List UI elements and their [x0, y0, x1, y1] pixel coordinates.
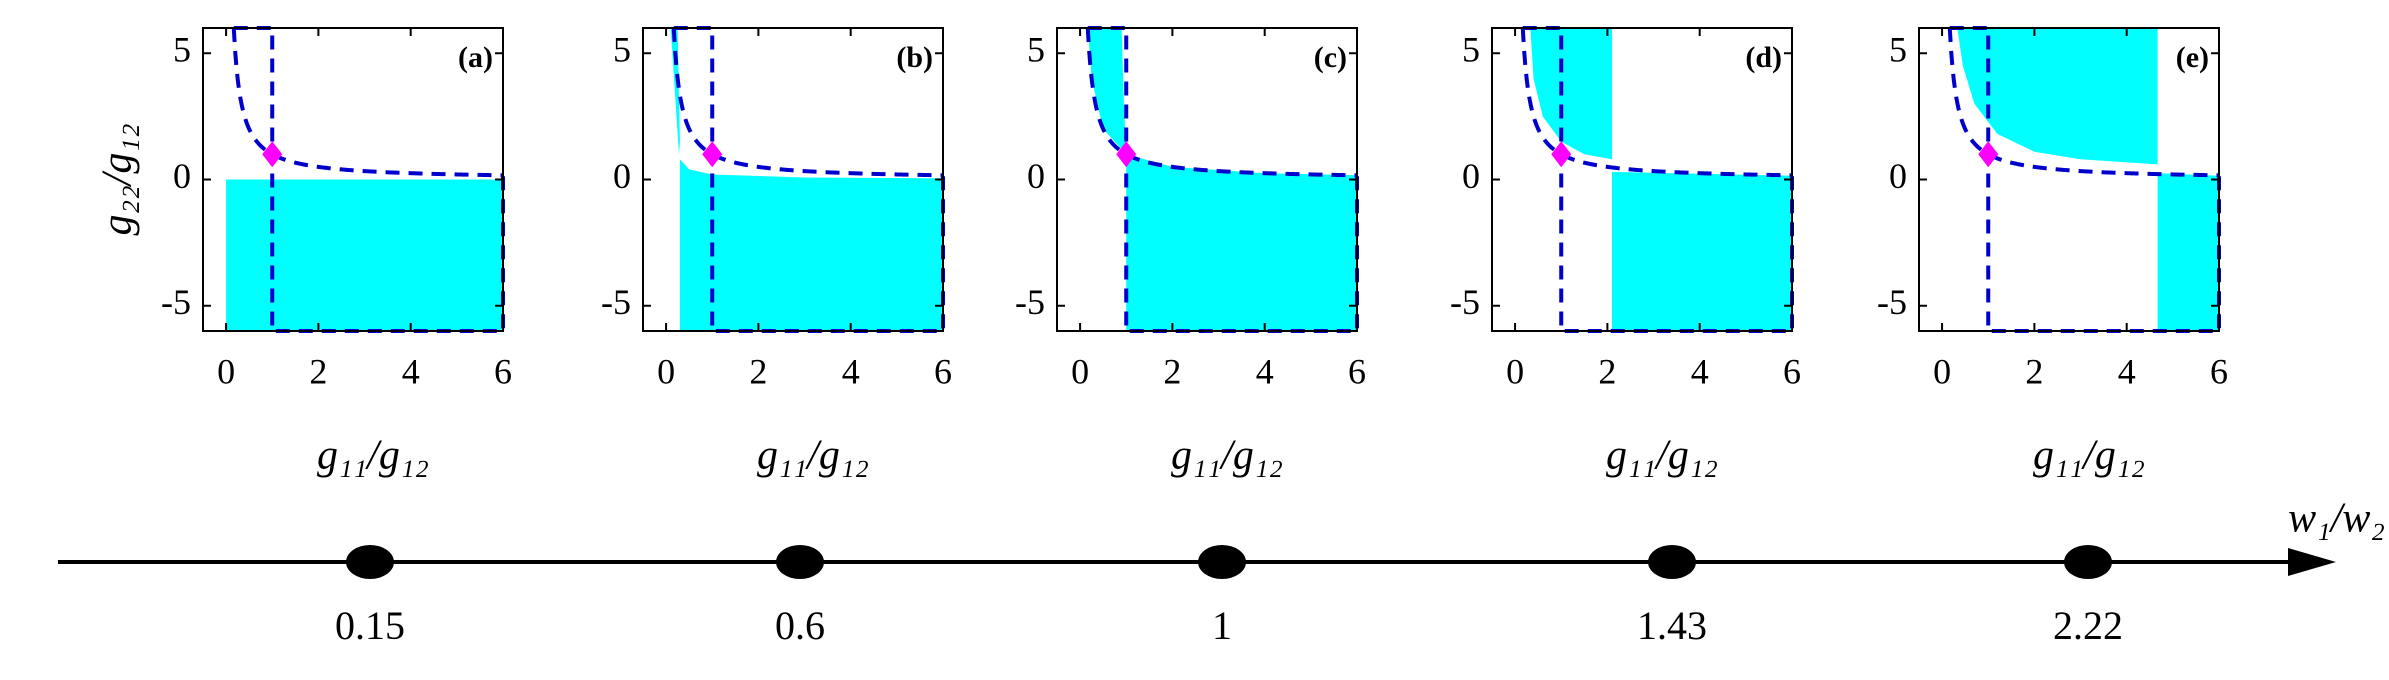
- y-tick-label: -5: [1015, 282, 1045, 322]
- x-tick-label: 6: [1783, 351, 1801, 391]
- region: [1087, 28, 1127, 155]
- panel: 0 2 4 6 -5 0 5 (e) g₁₁/g₁₂: [1877, 26, 2228, 479]
- x-axis-label: g₁₁/g₁₂: [2033, 433, 2145, 479]
- y-tick-label: -5: [161, 282, 191, 322]
- region: [1530, 28, 1612, 160]
- x-tick-label: 2: [2025, 351, 2043, 391]
- x-tick-label: 2: [1163, 351, 1181, 391]
- x-tick-label: 0: [217, 351, 235, 391]
- parameter-marker: [776, 545, 824, 579]
- panel: 0 2 4 6 -5 0 5 (c) g₁₁/g₁₂: [1015, 26, 1366, 479]
- parameter-label: 1.43: [1637, 603, 1707, 648]
- x-tick-label: 4: [1691, 351, 1709, 391]
- x-tick-label: 0: [1933, 351, 1951, 391]
- panel: 0 2 4 6 -5 0 5 (b) g₁₁/g₁₂: [601, 26, 952, 479]
- region: [226, 179, 504, 331]
- x-tick-label: 6: [1348, 351, 1366, 391]
- y-tick-label: 0: [173, 156, 191, 196]
- parameter-label: 0.15: [335, 603, 405, 648]
- panel: 0 2 4 6 -5 0 5 (a) g₁₁/g₁₂ g₂₂/g₁₂: [95, 26, 512, 479]
- point: [702, 141, 723, 168]
- y-tick-label: -5: [1450, 282, 1480, 322]
- parameter-marker: [1198, 545, 1246, 579]
- x-tick-label: 2: [1598, 351, 1616, 391]
- y-tick-label: 5: [1027, 30, 1045, 70]
- x-tick-label: 0: [657, 351, 675, 391]
- y-tick-label: -5: [1877, 282, 1907, 322]
- region: [679, 159, 943, 331]
- x-tick-label: 6: [494, 351, 512, 391]
- y-tick-label: 0: [1027, 156, 1045, 196]
- y-axis-label: g₂₂/g₁₂: [95, 123, 141, 235]
- region: [670, 28, 680, 155]
- parameter-marker: [346, 545, 394, 579]
- x-tick-label: 6: [934, 351, 952, 391]
- x-tick-label: 0: [1071, 351, 1089, 391]
- x-tick-label: 4: [2118, 351, 2136, 391]
- y-tick-label: 5: [613, 30, 631, 70]
- parameter-axis-label: w₁/w₂: [2288, 496, 2385, 542]
- parameter-marker: [1648, 545, 1696, 579]
- y-tick-label: 0: [1889, 156, 1907, 196]
- panel-label: (a): [458, 41, 493, 74]
- x-tick-label: 4: [402, 351, 420, 391]
- y-tick-label: 0: [1462, 156, 1480, 196]
- x-tick-label: 2: [749, 351, 767, 391]
- x-axis-label: g₁₁/g₁₂: [317, 433, 429, 479]
- x-tick-label: 4: [842, 351, 860, 391]
- x-tick-label: 2: [309, 351, 327, 391]
- point: [1978, 141, 1999, 168]
- parameter-label: 2.22: [2053, 603, 2123, 648]
- x-axis-label: g₁₁/g₁₂: [1606, 433, 1718, 479]
- region: [2157, 173, 2219, 331]
- parameter-label: 0.6: [775, 603, 825, 648]
- y-tick-label: 0: [613, 156, 631, 196]
- x-tick-label: 0: [1506, 351, 1524, 391]
- y-tick-label: -5: [601, 282, 631, 322]
- x-axis-label: g₁₁/g₁₂: [1171, 433, 1283, 479]
- x-tick-label: 4: [1256, 351, 1274, 391]
- axis-arrowhead: [2288, 548, 2336, 576]
- panel-label: (e): [2176, 41, 2209, 74]
- panel-label: (d): [1745, 41, 1782, 74]
- point: [1551, 141, 1572, 168]
- region: [1957, 28, 2158, 165]
- x-tick-label: 6: [2210, 351, 2228, 391]
- region: [1126, 154, 1357, 331]
- parameter-marker: [2064, 545, 2112, 579]
- point: [262, 141, 283, 168]
- y-tick-label: 5: [173, 30, 191, 70]
- panel-label: (b): [896, 41, 933, 74]
- region: [1612, 171, 1792, 331]
- panel-label: (c): [1314, 41, 1347, 74]
- y-tick-label: 5: [1462, 30, 1480, 70]
- x-axis-label: g₁₁/g₁₂: [757, 433, 869, 479]
- parameter-label: 1: [1212, 603, 1232, 648]
- y-tick-label: 5: [1889, 30, 1907, 70]
- point: [1116, 141, 1137, 168]
- panel: 0 2 4 6 -5 0 5 (d) g₁₁/g₁₂: [1450, 26, 1801, 479]
